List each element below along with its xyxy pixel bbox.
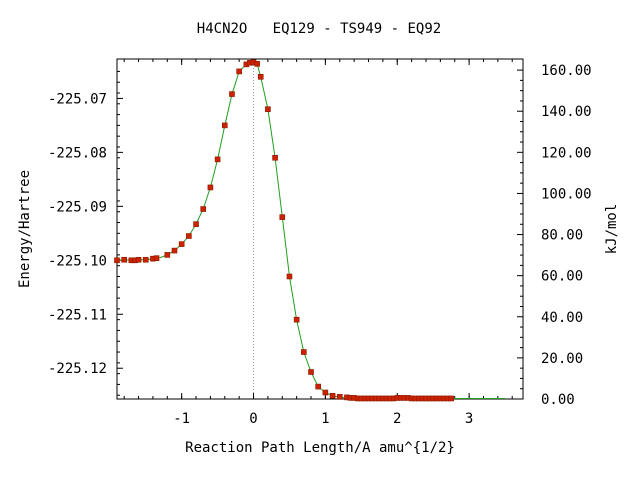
data-point — [121, 256, 127, 263]
data-point — [229, 91, 235, 97]
data-point — [135, 256, 142, 263]
y-right-tick-label: 100.00 — [541, 186, 592, 202]
y-right-axis-label: kJ/mol — [604, 204, 620, 255]
data-point — [448, 395, 454, 402]
data-point — [315, 383, 322, 390]
y-left-axis-label: Energy/Hartree — [17, 170, 33, 288]
data-point — [329, 392, 336, 399]
x-tick-label: 3 — [465, 411, 473, 427]
data-point — [164, 252, 171, 258]
data-point — [272, 154, 278, 161]
y-right-tick-label: 120.00 — [541, 145, 592, 161]
y-right-tick-label: 140.00 — [541, 104, 592, 120]
data-point — [114, 257, 120, 264]
y-left-tick-label: -225.09 — [48, 199, 107, 215]
data-point — [293, 316, 300, 323]
data-point — [153, 255, 160, 261]
x-axis-label: Reaction Path Length/A amu^{1/2} — [185, 440, 455, 456]
y-left-tick-label: -225.12 — [48, 361, 107, 377]
data-point — [221, 122, 228, 129]
x-tick-label: 0 — [249, 411, 257, 427]
y-right-tick-label: 40.00 — [541, 310, 583, 326]
data-point — [286, 273, 293, 280]
data-point — [336, 394, 343, 400]
data-point — [214, 156, 221, 163]
y-left-tick-label: -225.10 — [48, 253, 107, 269]
data-point — [207, 184, 214, 191]
data-point — [236, 68, 242, 75]
data-point — [142, 256, 149, 263]
data-point — [200, 206, 207, 212]
chart-title: H4CN2O EQ129 - TS949 - EQ92 — [197, 21, 441, 37]
energy-profile-line — [116, 61, 505, 399]
y-left-tick-label: -225.07 — [48, 91, 107, 107]
data-point — [193, 221, 199, 227]
data-point — [279, 214, 286, 220]
x-tick-label: 2 — [393, 411, 401, 427]
y-right-tick-label: 80.00 — [541, 228, 583, 244]
plot-frame — [116, 58, 524, 400]
data-point — [257, 74, 264, 80]
y-left-tick-label: -225.08 — [48, 145, 107, 161]
y-right-tick-label: 60.00 — [541, 269, 583, 285]
data-point — [254, 61, 260, 67]
y-right-tick-label: 20.00 — [541, 351, 583, 367]
data-point — [308, 369, 314, 375]
x-tick-label: -1 — [173, 411, 190, 427]
data-point — [171, 247, 178, 254]
y-left-tick-label: -225.11 — [48, 307, 107, 323]
data-point — [186, 233, 192, 239]
y-right-tick-label: 160.00 — [541, 63, 592, 79]
data-point — [265, 106, 271, 112]
y-right-tick-label: 0.00 — [541, 392, 575, 408]
data-point — [301, 349, 307, 355]
data-point — [322, 389, 329, 396]
x-tick-label: 1 — [321, 411, 329, 427]
data-point — [178, 241, 185, 247]
